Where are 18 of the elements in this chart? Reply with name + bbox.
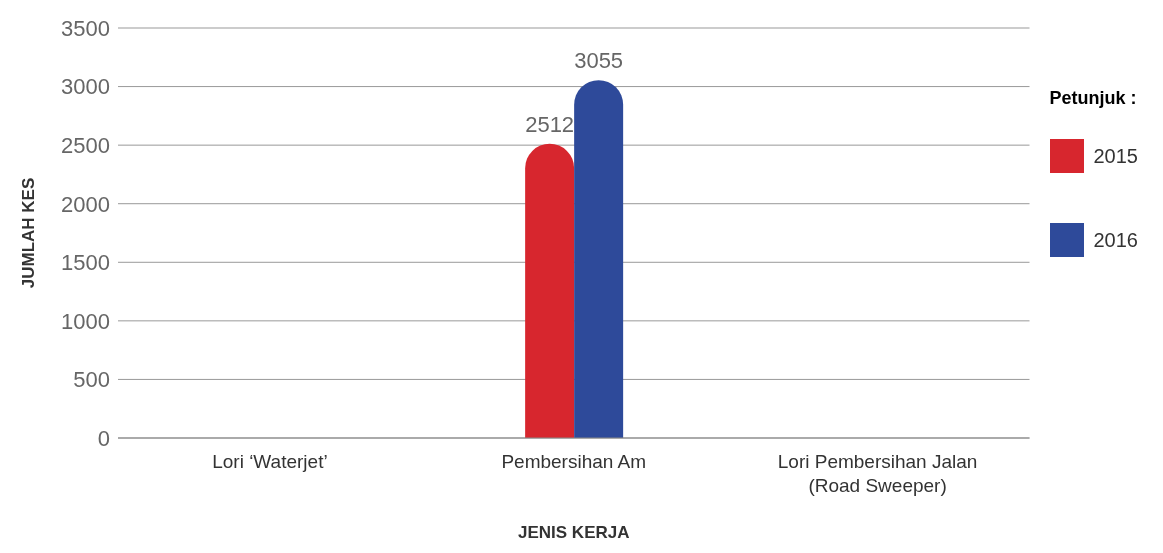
x-tick-label: Lori ‘Waterjet’ — [212, 451, 328, 472]
legend-label: 2015 — [1093, 144, 1138, 168]
x-tick-label: Lori Pembersihan Jalan (Road Sweeper) — [777, 451, 978, 496]
legend-title: Petunjuk : — [1049, 88, 1138, 109]
y-tick-label: 3000 — [61, 74, 110, 100]
legend-label: 2016 — [1093, 228, 1138, 252]
y-axis-title: JUMLAH KES — [19, 177, 39, 289]
y-tick-label: 1000 — [61, 308, 110, 334]
y-tick-label: 1500 — [61, 250, 110, 276]
data-label: 3055 — [574, 48, 624, 74]
y-tick-label: 500 — [73, 367, 110, 393]
x-axis-title: JENIS KERJA — [518, 523, 630, 542]
y-tick-label: 3500 — [61, 15, 110, 41]
data-label: 2512 — [525, 111, 575, 137]
y-tick-label: 0 — [97, 425, 110, 451]
x-tick-label: Pembersihan Am — [501, 451, 647, 472]
y-tick-label: 2500 — [61, 132, 110, 158]
y-tick-label: 2000 — [61, 191, 110, 217]
